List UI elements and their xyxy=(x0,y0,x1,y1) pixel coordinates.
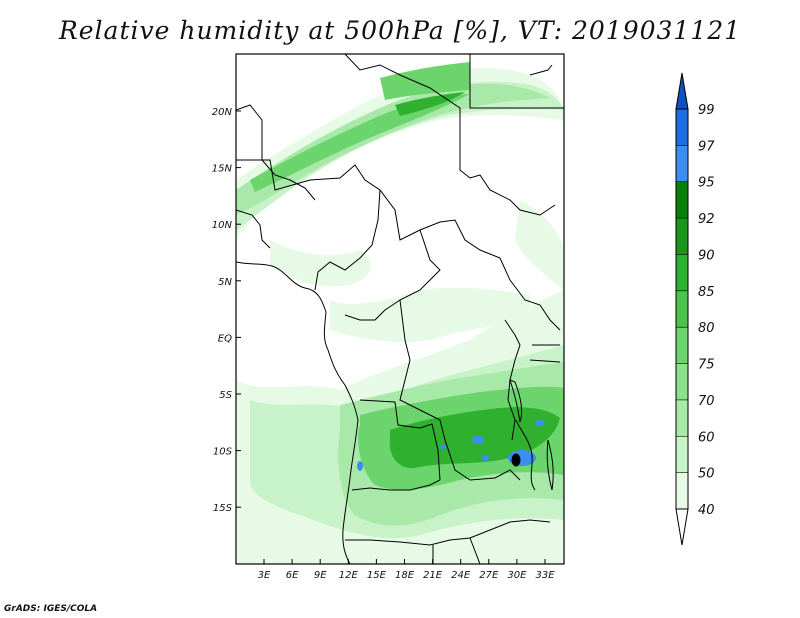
colorbar-label: 97 xyxy=(698,139,715,154)
colorbar-segment xyxy=(676,290,688,328)
colorbar-label: 60 xyxy=(698,430,715,445)
humidity-field xyxy=(236,62,564,564)
colorbar-label: 85 xyxy=(698,285,715,300)
rh-high-patch xyxy=(472,436,484,444)
border xyxy=(515,419,536,491)
latitude-axis: 20N 15N 10N 5N EQ 5S 10S 15S xyxy=(212,107,241,514)
colorbar-segment xyxy=(676,218,688,255)
lat-tick-label: 5N xyxy=(218,277,232,288)
lat-tick-label: 20N xyxy=(212,107,233,118)
lon-tick-label: 3E xyxy=(258,570,271,581)
border xyxy=(314,189,381,291)
colorbar-segment xyxy=(676,399,688,437)
rh-band-70 xyxy=(236,83,550,215)
colorbar-label: 92 xyxy=(698,212,715,227)
lat-tick-label: 15S xyxy=(213,503,233,514)
grads-credit: GrADS: IGES/COLA xyxy=(4,604,98,614)
colorbar-segment xyxy=(676,327,688,364)
colorbar-label: 80 xyxy=(698,321,715,336)
lon-tick-label: 33E xyxy=(535,570,555,581)
lake-outline xyxy=(509,379,523,423)
colorbar-label: 70 xyxy=(698,394,715,409)
lat-tick-label: 15N xyxy=(212,164,233,175)
rh-band-50 xyxy=(515,200,564,290)
rh-band-80 xyxy=(380,62,470,100)
colorbar: 40 50 60 70 75 80 85 90 92 95 97 99 xyxy=(675,72,715,546)
colorbar-label: 99 xyxy=(698,103,715,118)
map-title: Relative humidity at 500hPa [%], VT: 201… xyxy=(58,16,742,45)
lon-tick-label: 9E xyxy=(314,570,327,581)
colorbar-segment xyxy=(676,181,688,219)
lake-outline xyxy=(511,453,521,467)
colorbar-label: 95 xyxy=(698,176,715,191)
country-borders xyxy=(236,54,564,564)
rh-band-50 xyxy=(270,240,371,287)
border xyxy=(344,229,441,321)
border xyxy=(344,54,556,216)
colorbar-segment xyxy=(676,109,688,146)
border xyxy=(469,54,564,109)
lon-tick-label: 15E xyxy=(367,570,387,581)
border xyxy=(236,209,271,249)
lon-tick-label: 18E xyxy=(395,570,415,581)
border xyxy=(504,319,521,441)
lat-tick-label: 10S xyxy=(213,447,233,458)
colorbar-segment xyxy=(676,254,688,291)
longitude-axis: 3E 6E 9E 12E 15E 18E 21E 24E 27E 30E 33E xyxy=(258,559,555,581)
colorbar-segment xyxy=(676,472,688,509)
colorbar-segment xyxy=(676,363,688,400)
colorbar-label: 75 xyxy=(698,358,715,373)
colorbar-upper-arrow xyxy=(675,72,689,110)
rh-band-50 xyxy=(330,287,530,342)
plot-frame xyxy=(235,53,565,565)
lon-tick-label: 6E xyxy=(286,570,299,581)
lat-tick-label: EQ xyxy=(218,333,232,344)
rh-band-90 xyxy=(395,92,465,116)
rh-high-patch xyxy=(481,455,489,461)
border xyxy=(351,399,441,491)
border xyxy=(345,519,551,546)
rh-high-patch xyxy=(357,461,363,471)
border xyxy=(236,104,263,160)
lat-tick-label: 10N xyxy=(212,220,233,231)
rh-high-patch xyxy=(535,420,545,426)
rh-high-patch xyxy=(440,445,446,449)
lon-tick-label: 24E xyxy=(451,570,471,581)
colorbar-lower-arrow xyxy=(675,508,689,546)
colorbar-segment xyxy=(676,145,688,182)
colorbar-label: 50 xyxy=(698,467,715,482)
colorbar-label: 40 xyxy=(698,503,715,518)
lon-tick-label: 27E xyxy=(479,570,499,581)
lon-tick-label: 12E xyxy=(339,570,359,581)
coastline xyxy=(236,261,359,564)
lake-outline xyxy=(546,439,554,491)
colorbar-label: 90 xyxy=(698,248,715,263)
lon-tick-label: 30E xyxy=(507,570,527,581)
border xyxy=(399,299,521,481)
rh-band-80 xyxy=(250,94,470,192)
border xyxy=(529,344,561,363)
rh-band-50 xyxy=(236,68,564,241)
lat-tick-label: 5S xyxy=(219,390,232,401)
lon-tick-label: 21E xyxy=(423,570,443,581)
border xyxy=(261,159,316,201)
colorbar-segment xyxy=(676,436,688,473)
border xyxy=(529,64,553,76)
